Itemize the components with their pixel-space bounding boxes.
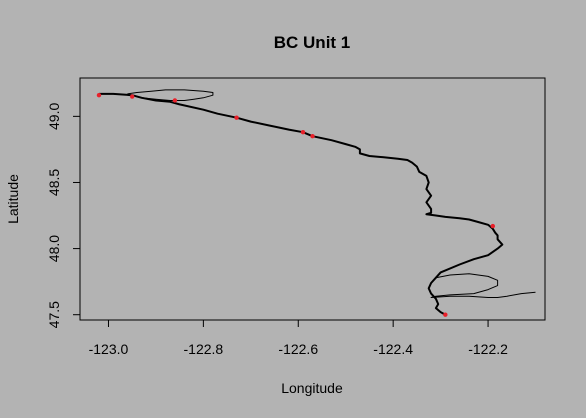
track-line <box>99 92 504 316</box>
data-point <box>443 312 448 317</box>
chart-title: BC Unit 1 <box>274 33 351 52</box>
data-point <box>96 92 102 98</box>
track-line <box>430 273 536 298</box>
x-axis: -123.0 -122.8 -122.6 -122.4 -122.2 <box>89 319 508 357</box>
data-point <box>300 130 306 135</box>
x-tick-label: -122.2 <box>468 341 508 357</box>
y-axis: 47.5 48.0 48.5 49.0 <box>46 103 81 328</box>
x-tick-label: -122.4 <box>373 341 413 357</box>
track-line <box>127 89 214 101</box>
y-tick-label: 47.5 <box>46 301 62 328</box>
x-tick-label: -122.6 <box>278 341 318 357</box>
x-tick-label: -122.8 <box>184 341 224 357</box>
data-point <box>172 98 178 103</box>
data-point <box>234 115 239 120</box>
marker-points <box>96 92 496 317</box>
data-point <box>490 223 496 229</box>
data-point <box>310 133 315 139</box>
y-tick-label: 49.0 <box>46 103 62 130</box>
plot-frame <box>79 77 546 321</box>
data-point <box>129 94 135 99</box>
y-tick-label: 48.5 <box>46 169 62 196</box>
y-tick-label: 48.0 <box>46 235 62 262</box>
x-tick-label: -123.0 <box>89 341 129 357</box>
y-axis-label: Latitude <box>5 174 21 224</box>
x-axis-label: Longitude <box>281 380 343 396</box>
track-lines <box>99 89 536 316</box>
